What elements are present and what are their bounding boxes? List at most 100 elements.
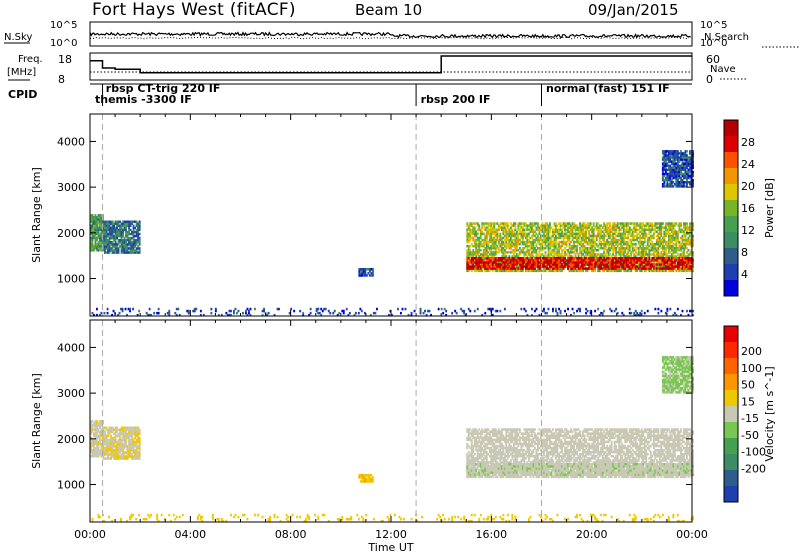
echo-cell — [503, 259, 506, 262]
echo-cell — [125, 228, 127, 232]
echo-cell — [515, 249, 518, 252]
echo-cell — [120, 438, 123, 442]
echo-cell — [654, 259, 657, 262]
echo-cell — [517, 249, 520, 252]
echo-cell — [690, 242, 693, 246]
echo-cell — [681, 240, 684, 244]
echo-cell — [91, 230, 94, 233]
echo-cell — [469, 228, 472, 231]
echo-cell — [660, 255, 663, 258]
echo-cell — [558, 255, 560, 258]
echo-cell — [532, 247, 535, 250]
echo-cell — [673, 238, 676, 242]
echo-cell — [490, 249, 493, 252]
echo-cell — [120, 232, 123, 236]
echo-cell — [116, 236, 118, 240]
echo-cell — [643, 263, 646, 266]
echo-cell — [686, 226, 688, 229]
echo-cell — [509, 234, 512, 238]
echo-cell — [475, 255, 478, 258]
echo-cell — [580, 224, 583, 227]
echo-cell — [506, 230, 509, 233]
echo-cell — [529, 269, 532, 273]
echo-cell — [622, 238, 625, 242]
echo-cell — [673, 236, 676, 240]
echo-cell — [267, 311, 270, 315]
echo-cell — [543, 255, 545, 258]
power-ylabel: Slant Range [km] — [30, 167, 43, 263]
echo-cell — [479, 257, 482, 260]
echo-cell — [646, 228, 649, 231]
echo-cell — [681, 162, 684, 165]
echo-cell — [506, 238, 509, 242]
echo-cell — [589, 263, 592, 266]
echo-cell — [535, 222, 538, 225]
echo-cell — [591, 230, 594, 233]
echo-cell — [499, 257, 502, 260]
echo-cell — [673, 154, 676, 157]
echo-cell — [108, 440, 111, 444]
echo-cell — [210, 307, 213, 311]
echo-cell — [487, 247, 490, 250]
echo-cell — [585, 230, 587, 233]
echo-cell — [490, 228, 493, 231]
echo-cell — [528, 232, 530, 236]
echo-cell — [598, 247, 601, 250]
echo-cell — [615, 261, 618, 264]
echo-cell — [107, 239, 109, 242]
echo-cell — [466, 234, 469, 238]
echo-cell — [652, 251, 655, 254]
echo-cell — [686, 156, 688, 159]
echo-cell — [690, 176, 693, 180]
echo-cell — [500, 255, 503, 258]
echo-cell — [672, 164, 675, 167]
echo-cell — [503, 228, 506, 231]
echo-cell — [100, 455, 103, 458]
echo-cell — [511, 249, 514, 252]
echo-cell — [537, 261, 539, 264]
echo-cell — [503, 230, 506, 233]
echo-cell — [616, 251, 619, 254]
echo-cell — [278, 307, 280, 311]
echo-cell — [657, 232, 660, 236]
echo-cell — [544, 224, 547, 227]
echo-cell — [96, 428, 98, 431]
echo-cell — [689, 251, 691, 254]
echo-cell — [116, 449, 118, 452]
echo-cell — [132, 245, 135, 248]
echo-cell — [473, 232, 476, 236]
echo-cell — [94, 247, 97, 250]
echo-cell — [549, 230, 551, 233]
echo-cell — [138, 241, 141, 244]
echo-cell — [621, 240, 624, 244]
echo-cell — [664, 178, 667, 182]
echo-cell — [125, 234, 127, 238]
echo-cell — [564, 309, 566, 313]
echo-cell — [678, 176, 681, 180]
echo-cell — [663, 230, 666, 233]
echo-cell — [651, 226, 654, 229]
power-colorbar-swatch — [724, 152, 738, 169]
echo-cell — [594, 309, 597, 313]
echo-cell — [576, 226, 578, 229]
echo-cell — [502, 232, 505, 236]
echo-cell — [472, 228, 475, 231]
power-ytick-label: 2000 — [57, 227, 85, 240]
echo-cell — [654, 228, 657, 231]
echo-cell — [102, 245, 105, 248]
echo-cell — [585, 267, 587, 270]
echo-cell — [531, 261, 533, 264]
echo-cell — [670, 168, 673, 172]
echo-cell — [636, 267, 639, 270]
echo-cell — [466, 240, 469, 244]
echo-cell — [678, 263, 681, 266]
echo-cell — [652, 267, 655, 270]
echo-cell — [643, 240, 646, 244]
echo-cell — [210, 311, 213, 315]
echo-cell — [681, 160, 684, 163]
echo-cell — [558, 265, 560, 268]
echo-cell — [96, 426, 98, 429]
echo-cell — [692, 164, 694, 167]
echo-cell — [97, 249, 100, 252]
echo-cell — [577, 261, 580, 264]
